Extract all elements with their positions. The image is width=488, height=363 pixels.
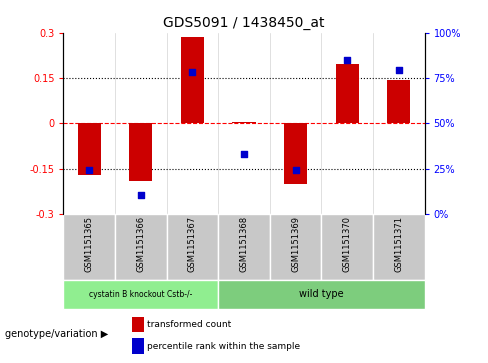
Bar xyxy=(270,214,322,280)
Bar xyxy=(373,214,425,280)
Text: genotype/variation ▶: genotype/variation ▶ xyxy=(5,329,108,339)
Bar xyxy=(387,79,410,123)
Point xyxy=(137,192,145,197)
Bar xyxy=(218,280,425,309)
Text: GSM1151371: GSM1151371 xyxy=(394,216,403,272)
Text: GSM1151370: GSM1151370 xyxy=(343,216,352,272)
Point xyxy=(240,151,248,156)
Bar xyxy=(132,317,144,332)
Point xyxy=(395,68,403,73)
Text: GSM1151367: GSM1151367 xyxy=(188,216,197,272)
Bar xyxy=(115,214,166,280)
Bar xyxy=(166,214,218,280)
Bar xyxy=(129,123,152,181)
Text: percentile rank within the sample: percentile rank within the sample xyxy=(147,342,301,351)
Text: wild type: wild type xyxy=(299,289,344,299)
Bar xyxy=(63,280,218,309)
Title: GDS5091 / 1438450_at: GDS5091 / 1438450_at xyxy=(163,16,325,30)
Bar xyxy=(63,214,115,280)
Text: GSM1151366: GSM1151366 xyxy=(136,216,145,272)
Text: GSM1151369: GSM1151369 xyxy=(291,216,300,272)
Text: cystatin B knockout Cstb-/-: cystatin B knockout Cstb-/- xyxy=(89,290,192,298)
Bar xyxy=(322,214,373,280)
Text: transformed count: transformed count xyxy=(147,320,232,329)
Bar xyxy=(336,65,359,123)
Text: GSM1151365: GSM1151365 xyxy=(85,216,94,272)
Bar xyxy=(132,338,144,354)
Bar xyxy=(218,214,270,280)
Bar xyxy=(284,123,307,184)
Bar xyxy=(232,122,256,123)
Text: GSM1151368: GSM1151368 xyxy=(240,216,248,272)
Point xyxy=(343,57,351,63)
Point xyxy=(292,167,300,173)
Point xyxy=(188,69,196,75)
Point xyxy=(85,167,93,173)
Bar xyxy=(181,37,204,123)
Bar xyxy=(78,123,101,175)
